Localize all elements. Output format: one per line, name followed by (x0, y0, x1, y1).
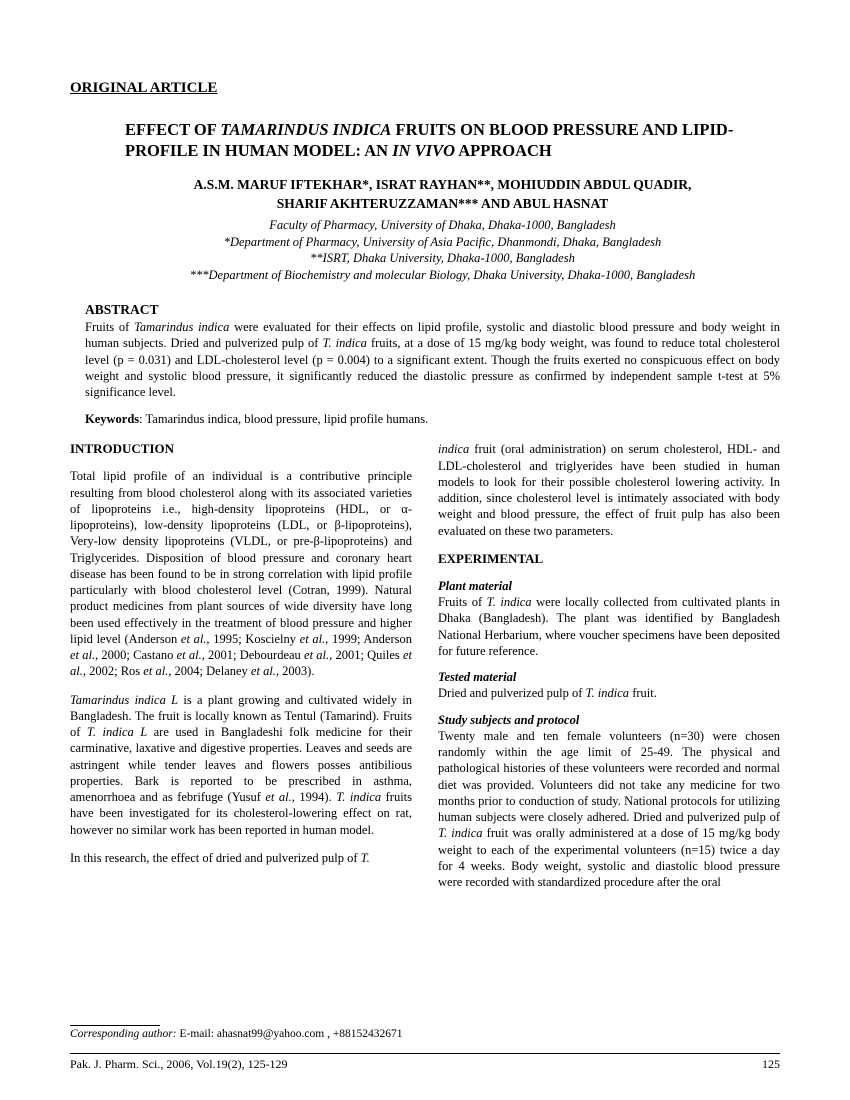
text-italic: T. indica (438, 826, 483, 840)
abstract-italic: Tamarindus indica (134, 320, 229, 334)
intro-paragraph: In this research, the effect of dried an… (70, 850, 412, 866)
text-italic: et al., (300, 632, 329, 646)
text-italic: T. indica L (87, 725, 147, 739)
subsection-heading: Tested material (438, 669, 780, 685)
title-italic: IN VIVO (392, 141, 455, 160)
text-run: In this research, the effect of dried an… (70, 851, 361, 865)
text-run: 2001; Debourdeau (205, 648, 304, 662)
abstract-run: Fruits of (85, 320, 134, 334)
affiliation-line: *Department of Pharmacy, University of A… (125, 234, 760, 251)
introduction-heading: INTRODUCTION (70, 441, 412, 458)
corresponding-author-label: Corresponding author: (70, 1028, 177, 1040)
text-italic: et al., (265, 790, 295, 804)
text-italic: et al., (177, 648, 205, 662)
text-run: Total lipid profile of an individual is … (70, 469, 412, 646)
text-run: 1999; Anderson (328, 632, 412, 646)
abstract-block: ABSTRACT Fruits of Tamarindus indica wer… (85, 302, 780, 400)
plant-material-block: Plant material Fruits of T. indica were … (438, 578, 780, 659)
page-number: 125 (762, 1057, 780, 1072)
abstract-italic: T. indica (323, 336, 367, 350)
text-italic: T. indica (586, 686, 630, 700)
tested-material-block: Tested material Dried and pulverized pul… (438, 669, 780, 702)
text-run: Dried and pulverized pulp of (438, 686, 586, 700)
text-run: fruit. (629, 686, 657, 700)
column-left: INTRODUCTION Total lipid profile of an i… (70, 441, 412, 900)
text-run: 2001; Quiles (332, 648, 403, 662)
footer-citation: Pak. J. Pharm. Sci., 2006, Vol.19(2), 12… (70, 1057, 288, 1072)
abstract-heading: ABSTRACT (85, 302, 780, 318)
article-title: EFFECT OF TAMARINDUS INDICA FRUITS ON BL… (125, 119, 760, 162)
keywords-text: : Tamarindus indica, blood pressure, lip… (139, 412, 428, 426)
text-run: fruit (oral administration) on serum cho… (438, 442, 780, 537)
text-run: 2004; Delaney (171, 664, 251, 678)
affiliation-line: Faculty of Pharmacy, University of Dhaka… (125, 217, 760, 234)
text-run: fruit was orally administered at a dose … (438, 826, 780, 889)
authors-line: SHARIF AKHTERUZZAMAN*** AND ABUL HASNAT (125, 195, 760, 214)
text-run: Fruits of (438, 595, 487, 609)
column-right: indica fruit (oral administration) on se… (438, 441, 780, 900)
body-columns: INTRODUCTION Total lipid profile of an i… (70, 441, 780, 900)
title-block: EFFECT OF TAMARINDUS INDICA FRUITS ON BL… (125, 119, 760, 284)
affiliations: Faculty of Pharmacy, University of Dhaka… (125, 217, 760, 285)
subsection-heading: Plant material (438, 578, 780, 594)
text-italic: et al., (143, 664, 171, 678)
affiliation-line: **ISRT, Dhaka University, Dhaka-1000, Ba… (125, 250, 760, 267)
text-run: 1995; Koscielny (210, 632, 300, 646)
text-run: Twenty male and ten female volunteers (n… (438, 729, 780, 824)
text-run: 2002; Ros (86, 664, 143, 678)
text-italic: et al., (70, 648, 98, 662)
text-run: 2003). (279, 664, 314, 678)
title-italic: TAMARINDUS INDICA (220, 120, 391, 139)
text-italic: Tamarindus indica L (70, 693, 178, 707)
divider (70, 1025, 160, 1026)
text-italic: T. indica (487, 595, 532, 609)
intro-paragraph: Total lipid profile of an individual is … (70, 468, 412, 679)
text-italic: indica (438, 442, 469, 456)
title-text: APPROACH (455, 141, 552, 160)
subsection-text: Twenty male and ten female volunteers (n… (438, 728, 780, 891)
text-italic: et al., (251, 664, 279, 678)
subsection-text: Fruits of T. indica were locally collect… (438, 594, 780, 659)
article-type-label: ORIGINAL ARTICLE (70, 80, 780, 97)
study-protocol-block: Study subjects and protocol Twenty male … (438, 712, 780, 891)
page-footer: Pak. J. Pharm. Sci., 2006, Vol.19(2), 12… (70, 1053, 780, 1072)
text-run: 2000; Castano (98, 648, 176, 662)
text-italic: T. indica (336, 790, 381, 804)
corresponding-author-block: Corresponding author: E-mail: ahasnat99@… (70, 1025, 420, 1040)
authors-line: A.S.M. MARUF IFTEKHAR*, ISRAT RAYHAN**, … (125, 176, 760, 195)
keywords-label: Keywords (85, 412, 139, 426)
text-run: 1994). (295, 790, 336, 804)
subsection-heading: Study subjects and protocol (438, 712, 780, 728)
text-italic: T. (361, 851, 370, 865)
subsection-text: Dried and pulverized pulp of T. indica f… (438, 685, 780, 701)
text-italic: et al., (304, 648, 332, 662)
intro-paragraph: Tamarindus indica L is a plant growing a… (70, 692, 412, 838)
affiliation-line: ***Department of Biochemistry and molecu… (125, 267, 760, 284)
continuation-paragraph: indica fruit (oral administration) on se… (438, 441, 780, 539)
experimental-heading: EXPERIMENTAL (438, 551, 780, 568)
title-text: EFFECT OF (125, 120, 220, 139)
corresponding-author-text: E-mail: ahasnat99@yahoo.com , +881524326… (177, 1028, 403, 1040)
text-italic: et al., (181, 632, 210, 646)
authors: A.S.M. MARUF IFTEKHAR*, ISRAT RAYHAN**, … (125, 176, 760, 214)
keywords: Keywords: Tamarindus indica, blood press… (85, 412, 780, 427)
abstract-text: Fruits of Tamarindus indica were evaluat… (85, 319, 780, 400)
